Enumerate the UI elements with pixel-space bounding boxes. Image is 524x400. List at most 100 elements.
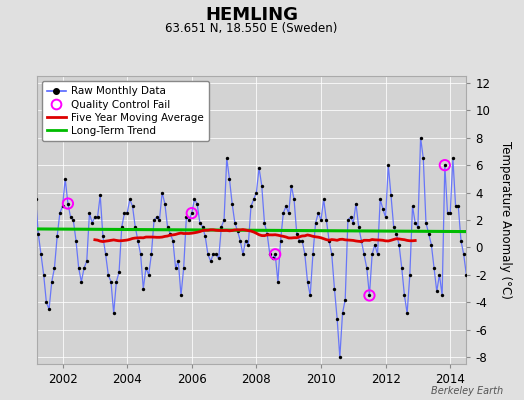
Point (193, 200, 201, 207)
Point (64, 200, 72, 207)
Point (134, 237, 142, 244)
Point (161, 200, 169, 207)
Point (417, 134, 425, 141)
Point (276, 237, 285, 244)
Point (406, 272, 414, 278)
Point (174, 258, 182, 264)
Point (131, 224, 139, 230)
Y-axis label: Temperature Anomaly (°C): Temperature Anomaly (°C) (499, 141, 512, 299)
Point (271, 251, 279, 258)
Point (123, 210, 132, 216)
Point (349, 220, 357, 226)
Point (69, 217, 78, 223)
Point (357, 237, 366, 244)
Point (85, 210, 94, 216)
Point (39, 272, 48, 278)
Point (147, 251, 156, 258)
Point (180, 265, 188, 271)
Point (188, 210, 196, 216)
Point (336, 354, 344, 360)
Point (363, 265, 371, 271)
Point (120, 210, 128, 216)
Point (328, 251, 336, 258)
Point (42, 299, 50, 306)
Point (449, 155, 457, 162)
Point (398, 265, 406, 271)
Point (441, 162, 449, 168)
Point (182, 214, 191, 220)
Point (473, 206, 482, 212)
Point (236, 237, 244, 244)
Point (400, 292, 409, 299)
Point (163, 224, 172, 230)
Point (432, 288, 441, 294)
Point (430, 265, 438, 271)
Point (408, 203, 417, 210)
Point (155, 217, 163, 223)
Point (314, 210, 322, 216)
Point (271, 251, 279, 258)
Point (72, 237, 80, 244)
Point (263, 230, 271, 237)
Point (303, 278, 312, 285)
Point (239, 251, 247, 258)
Point (220, 217, 228, 223)
Point (403, 310, 411, 316)
Point (384, 162, 392, 168)
Point (441, 162, 449, 168)
Point (379, 206, 387, 212)
Point (177, 292, 185, 299)
Point (242, 237, 250, 244)
Point (389, 224, 398, 230)
Point (198, 224, 206, 230)
Point (115, 269, 123, 275)
Point (462, 272, 471, 278)
Point (112, 278, 121, 285)
Point (93, 214, 102, 220)
Point (395, 242, 403, 248)
Point (306, 292, 314, 299)
Point (204, 251, 212, 258)
Point (188, 210, 196, 216)
Point (110, 310, 118, 316)
Point (102, 251, 110, 258)
Point (107, 278, 115, 285)
Point (368, 251, 376, 258)
Point (274, 278, 282, 285)
Point (247, 203, 255, 210)
Point (104, 272, 113, 278)
Point (285, 210, 293, 216)
Point (387, 192, 395, 198)
Point (376, 196, 385, 203)
Point (330, 285, 339, 292)
Point (88, 220, 96, 226)
Point (365, 292, 374, 299)
Point (67, 214, 75, 220)
Point (252, 189, 260, 196)
Point (438, 292, 446, 299)
Point (37, 251, 45, 258)
Point (457, 237, 465, 244)
Point (228, 200, 236, 207)
Point (56, 210, 64, 216)
Point (45, 306, 53, 312)
Point (91, 214, 99, 220)
Point (206, 258, 215, 264)
Point (465, 258, 473, 264)
Point (298, 237, 307, 244)
Point (346, 214, 355, 220)
Point (231, 220, 239, 226)
Point (217, 224, 225, 230)
Point (268, 255, 277, 262)
Point (451, 203, 460, 210)
Point (201, 233, 210, 240)
Point (31, 196, 40, 203)
Text: 63.651 N, 18.550 E (Sweden): 63.651 N, 18.550 E (Sweden) (166, 22, 337, 35)
Point (320, 196, 328, 203)
Point (64, 200, 72, 207)
Point (74, 265, 83, 271)
Point (370, 242, 379, 248)
Point (344, 217, 352, 223)
Point (467, 237, 476, 244)
Point (214, 255, 223, 262)
